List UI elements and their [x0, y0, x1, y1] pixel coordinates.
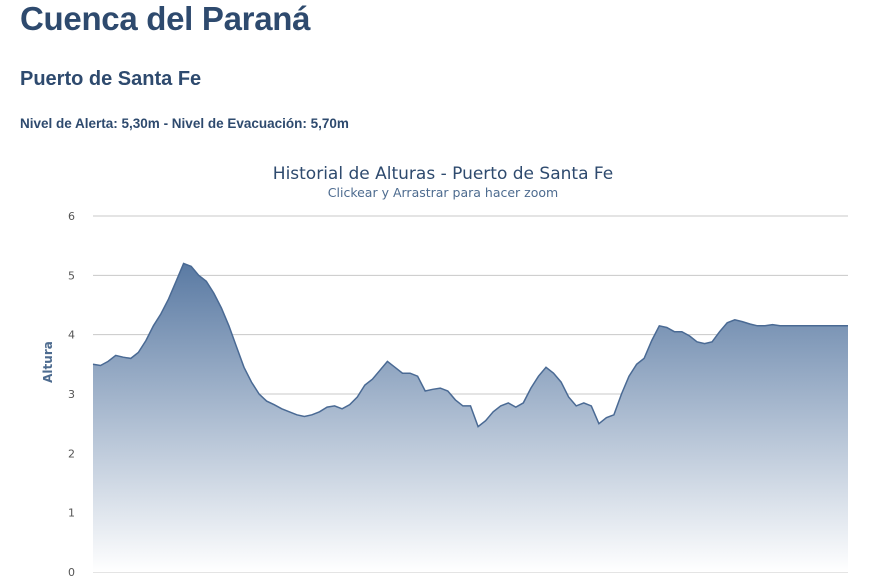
y-tick-label: 2	[68, 447, 75, 460]
y-tick-label: 0	[68, 566, 75, 579]
chart-title: Historial de Alturas - Puerto de Santa F…	[273, 164, 613, 184]
y-axis-title: Altura	[41, 341, 55, 383]
chart-subtitle: Clickear y Arrastrar para hacer zoom	[328, 185, 558, 200]
y-tick-label: 1	[68, 507, 75, 520]
altura-area	[93, 263, 848, 572]
page-title: Cuenca del Paraná	[20, 0, 311, 37]
y-tick-label: 4	[68, 329, 75, 342]
y-tick-label: 5	[68, 269, 75, 282]
station-title: Puerto de Santa Fe	[20, 68, 202, 90]
y-axis-ticks: 0 1 2 3 4 5 6	[68, 210, 75, 579]
y-tick-label: 6	[68, 210, 75, 223]
alert-levels-text: Nivel de Alerta: 5,30m - Nivel de Evacua…	[20, 116, 349, 131]
y-tick-label: 3	[68, 388, 75, 401]
water-level-chart[interactable]: Historial de Alturas - Puerto de Santa F…	[0, 150, 870, 580]
altura-line	[92, 262, 848, 428]
